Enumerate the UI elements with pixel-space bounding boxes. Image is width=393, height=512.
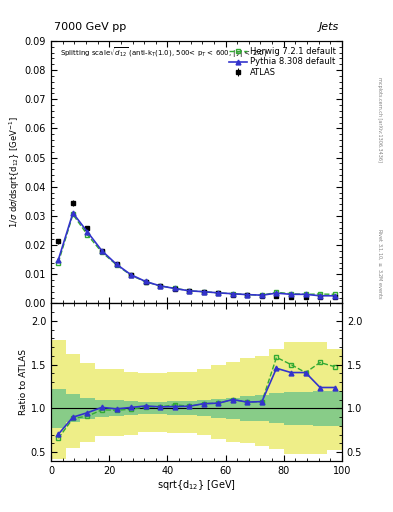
Herwig 7.2.1 default [100,249,105,255]
Y-axis label: 1/$\sigma$ d$\sigma$/dsqrt{d$_{12}$} [GeV$^{-1}$]: 1/$\sigma$ d$\sigma$/dsqrt{d$_{12}$} [Ge… [7,116,22,228]
Pythia 8.308 default [114,261,119,267]
Pythia 8.308 default [56,257,61,263]
Text: 7000 GeV pp: 7000 GeV pp [54,22,126,32]
Herwig 7.2.1 default [85,232,90,238]
Line: Herwig 7.2.1 default: Herwig 7.2.1 default [56,212,337,297]
Pythia 8.308 default [173,285,177,291]
Pythia 8.308 default [85,229,90,235]
Herwig 7.2.1 default [187,288,192,294]
Herwig 7.2.1 default [129,272,134,279]
Pythia 8.308 default [71,210,75,216]
Herwig 7.2.1 default [274,289,279,295]
Herwig 7.2.1 default [245,291,250,297]
Pythia 8.308 default [245,291,250,297]
Herwig 7.2.1 default [71,211,75,218]
Herwig 7.2.1 default [158,283,163,289]
Line: Pythia 8.308 default: Pythia 8.308 default [56,210,337,298]
Text: Splitting scale$\sqrt{d_{12}}$ (anti-k$_T$(1.0), 500< p$_T$ < 600, |y| < 2.0): Splitting scale$\sqrt{d_{12}}$ (anti-k$_… [60,46,267,60]
Pythia 8.308 default [216,290,221,296]
Herwig 7.2.1 default [332,291,337,297]
Herwig 7.2.1 default [202,289,206,295]
Herwig 7.2.1 default [289,291,294,297]
Legend: Herwig 7.2.1 default, Pythia 8.308 default, ATLAS: Herwig 7.2.1 default, Pythia 8.308 defau… [227,45,338,79]
Pythia 8.308 default [129,272,134,278]
Pythia 8.308 default [303,291,308,297]
Herwig 7.2.1 default [173,285,177,291]
Pythia 8.308 default [274,290,279,296]
Y-axis label: Ratio to ATLAS: Ratio to ATLAS [19,349,28,415]
Herwig 7.2.1 default [143,279,148,285]
Text: Jets: Jets [319,22,339,32]
Herwig 7.2.1 default [56,260,61,266]
Text: Rivet 3.1.10, $\geq$ 3.2M events: Rivet 3.1.10, $\geq$ 3.2M events [376,228,384,300]
Herwig 7.2.1 default [114,262,119,268]
Herwig 7.2.1 default [260,292,264,298]
Herwig 7.2.1 default [318,291,323,297]
Herwig 7.2.1 default [303,291,308,297]
Pythia 8.308 default [260,292,264,298]
Pythia 8.308 default [289,291,294,297]
Pythia 8.308 default [158,283,163,289]
Pythia 8.308 default [202,289,206,295]
X-axis label: sqrt{d$_{12}$} [GeV]: sqrt{d$_{12}$} [GeV] [157,478,236,493]
Pythia 8.308 default [231,291,235,297]
Pythia 8.308 default [143,279,148,285]
Herwig 7.2.1 default [231,291,235,297]
Herwig 7.2.1 default [216,290,221,296]
Text: mcplots.cern.ch [arXiv:1306.3436]: mcplots.cern.ch [arXiv:1306.3436] [377,77,382,162]
Pythia 8.308 default [187,288,192,294]
Pythia 8.308 default [332,293,337,299]
Pythia 8.308 default [100,248,105,254]
Pythia 8.308 default [318,293,323,299]
